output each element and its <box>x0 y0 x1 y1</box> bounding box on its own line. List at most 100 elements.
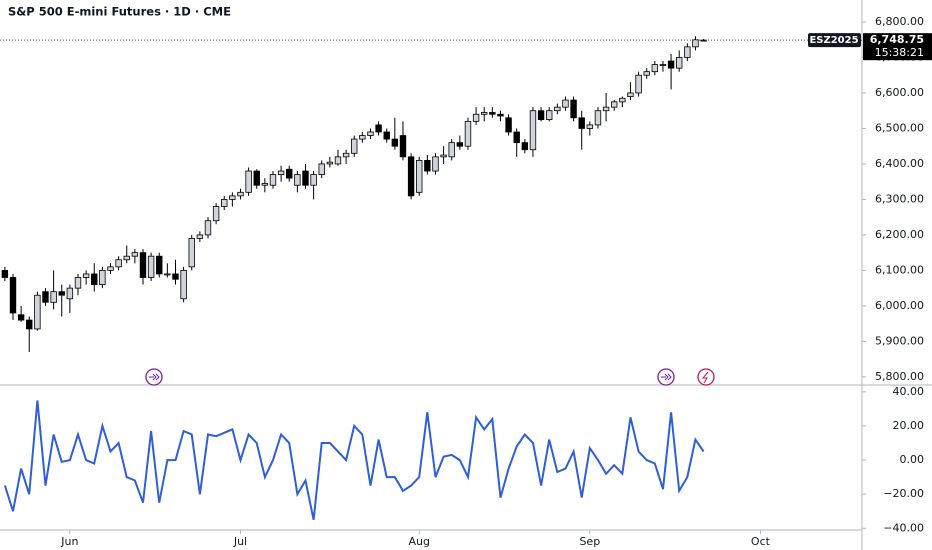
y-tick-label: 20.00 <box>893 419 925 432</box>
candle-body <box>9 277 17 314</box>
candle-body <box>586 124 594 129</box>
event-icon[interactable] <box>145 368 163 386</box>
candle-body <box>212 206 220 222</box>
candle-body <box>91 273 98 285</box>
candle-body <box>147 255 155 278</box>
event-icon[interactable] <box>657 368 675 386</box>
candle-body <box>172 273 179 280</box>
candle-body <box>497 113 504 117</box>
candle-body <box>42 291 49 303</box>
y-tick-label: 6,100.00 <box>875 263 924 276</box>
y-tick-label: 6,500.00 <box>875 121 924 134</box>
candle-body <box>562 99 569 108</box>
candle-body <box>464 120 472 147</box>
candle-body <box>635 74 642 94</box>
indicator-line <box>3 400 705 521</box>
candle-body <box>115 259 122 268</box>
candle-body <box>74 277 82 289</box>
candle-body <box>424 159 431 172</box>
candle-body <box>164 273 171 276</box>
candle-body <box>26 319 33 330</box>
y-tick-label: −40.00 <box>883 521 924 534</box>
candle-body <box>667 60 675 69</box>
y-tick-label: 6,600.00 <box>875 86 924 99</box>
y-tick-label: 0.00 <box>900 453 925 466</box>
candle-body <box>489 112 496 115</box>
candle-body <box>537 110 545 120</box>
candle-body <box>131 252 139 257</box>
candle-body <box>659 64 667 66</box>
last-price-label: 6,748.75 <box>870 33 924 46</box>
candle-body <box>416 159 423 193</box>
candle-body <box>554 106 561 112</box>
candle-body <box>334 156 342 165</box>
candle-body <box>34 294 41 330</box>
candle-body <box>99 269 106 285</box>
chart-title: S&P 500 E-mini Futures · 1D · CME <box>8 5 231 19</box>
candle-body <box>529 110 537 151</box>
candle-body <box>611 101 618 108</box>
candle-body <box>180 269 187 300</box>
candle-body <box>107 266 114 271</box>
candles <box>1 36 707 352</box>
x-tick-label: Jul <box>233 535 247 548</box>
candle-body <box>472 113 480 122</box>
candle-body <box>294 174 301 186</box>
candle-body <box>302 170 309 186</box>
candle-body <box>456 142 464 147</box>
candle-body <box>619 97 626 103</box>
candle-body <box>391 138 399 147</box>
candle-body <box>651 64 659 73</box>
candle-body <box>432 156 439 172</box>
candle-body <box>481 112 488 115</box>
candle-body <box>359 135 366 140</box>
candle-body <box>627 92 634 97</box>
y-tick-label: 6,300.00 <box>875 192 924 205</box>
candle-body <box>602 106 610 112</box>
candle-body <box>505 117 512 133</box>
candle-body <box>513 131 520 144</box>
candle-body <box>221 199 228 207</box>
candle-body <box>237 191 244 197</box>
candle-body <box>82 273 90 278</box>
candle-body <box>684 46 691 58</box>
candle-body <box>269 174 277 186</box>
y-tick-label: −20.00 <box>883 487 924 500</box>
candle-body <box>407 156 415 197</box>
candle-body <box>570 99 577 119</box>
candle-body <box>676 57 683 69</box>
candle-body <box>58 291 65 296</box>
candle-body <box>399 135 407 158</box>
candle-body <box>17 314 25 321</box>
candle-body <box>204 220 212 236</box>
x-tick-label: Oct <box>751 535 771 548</box>
candle-body <box>123 255 130 261</box>
candle-body <box>156 255 163 275</box>
candle-body <box>383 131 390 140</box>
candle-body <box>521 142 529 151</box>
candle-body <box>342 152 350 158</box>
candle-body <box>367 131 374 136</box>
candle-body <box>440 154 447 158</box>
candle-body <box>448 142 455 158</box>
candle-body <box>643 71 650 76</box>
candle-body <box>253 170 260 186</box>
candle-body <box>139 252 147 278</box>
candle-body <box>326 161 334 165</box>
event-icon[interactable] <box>697 368 715 386</box>
candle-body <box>578 117 585 129</box>
candle-body <box>245 170 252 193</box>
candle-body <box>1 269 9 278</box>
candle-body <box>310 174 317 186</box>
candle-body <box>692 39 699 48</box>
candle-body <box>50 291 57 303</box>
candle-body <box>229 195 236 200</box>
y-tick-label: 6,000.00 <box>875 299 924 312</box>
y-tick-label: 5,900.00 <box>875 334 924 347</box>
countdown-label: 15:38:21 <box>875 46 924 59</box>
candle-body <box>188 238 195 268</box>
symbol-badge <box>808 33 861 48</box>
y-tick-label: 6,200.00 <box>875 228 924 241</box>
